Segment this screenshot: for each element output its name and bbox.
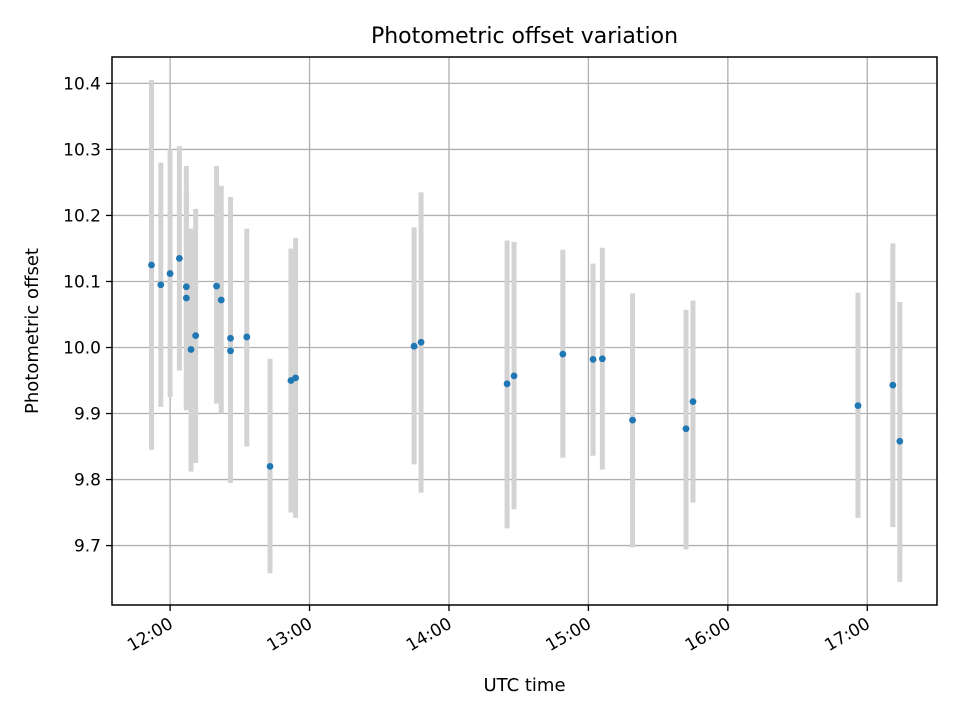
- y-tick-label: 9.8: [74, 471, 101, 491]
- data-points: [148, 254, 904, 470]
- y-tick-label: 10.1: [63, 272, 101, 292]
- data-point: [148, 261, 155, 269]
- grid-lines: [112, 57, 937, 605]
- data-point: [182, 283, 190, 291]
- data-point: [503, 380, 511, 388]
- data-point: [213, 282, 220, 290]
- y-tick-label: 10.0: [63, 339, 101, 359]
- y-tick-label: 10.3: [63, 140, 101, 160]
- data-point: [292, 374, 299, 382]
- data-point: [182, 294, 190, 302]
- data-point: [217, 296, 225, 304]
- y-tick-label: 10.4: [63, 74, 101, 94]
- data-point: [227, 334, 234, 342]
- y-tick-label: 9.7: [74, 537, 101, 557]
- data-point: [243, 333, 251, 341]
- chart-title: Photometric offset variation: [371, 24, 678, 49]
- y-tick-label: 9.9: [74, 405, 101, 425]
- data-point: [187, 346, 195, 353]
- data-point: [689, 398, 697, 406]
- data-point: [192, 332, 200, 340]
- data-point: [629, 416, 636, 424]
- data-point: [589, 355, 597, 363]
- data-point: [682, 425, 690, 433]
- y-axis-label: Photometric offset: [22, 248, 43, 414]
- data-point: [598, 355, 606, 363]
- data-point: [166, 270, 174, 277]
- plot-frame: [111, 56, 938, 606]
- data-point: [157, 281, 165, 289]
- data-point: [410, 342, 418, 350]
- x-axis-label: UTC time: [483, 675, 565, 696]
- data-point: [559, 350, 567, 358]
- data-point: [266, 462, 274, 470]
- y-tick-label: 10.2: [63, 206, 101, 226]
- data-point: [417, 338, 425, 346]
- data-point: [175, 254, 183, 262]
- data-point: [854, 402, 862, 410]
- data-point: [510, 372, 518, 380]
- data-point: [889, 381, 897, 389]
- data-point: [896, 437, 904, 445]
- data-point: [227, 347, 234, 355]
